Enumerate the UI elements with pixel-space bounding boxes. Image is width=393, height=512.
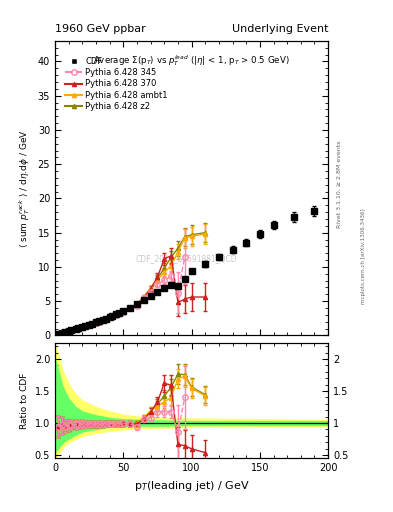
Text: CDF_2010_S8591881_QCD: CDF_2010_S8591881_QCD [135,254,237,263]
X-axis label: p$_T$(leading jet) / GeV: p$_T$(leading jet) / GeV [134,479,250,493]
Y-axis label: $\langle$ sum $p_T^{rack}$ $\rangle$ / d$\eta$.d$\phi$ / GeV: $\langle$ sum $p_T^{rack}$ $\rangle$ / d… [17,129,32,247]
Text: Underlying Event: Underlying Event [231,24,328,34]
Text: Rivet 3.1.10, ≥ 2.8M events: Rivet 3.1.10, ≥ 2.8M events [336,141,341,228]
Text: Average $\Sigma$(p$_T$) vs $p_T^{lead}$ ($|\eta|$ < 1, p$_T$ > 0.5 GeV): Average $\Sigma$(p$_T$) vs $p_T^{lead}$ … [93,53,290,68]
Legend: CDF, Pythia 6.428 345, Pythia 6.428 370, Pythia 6.428 ambt1, Pythia 6.428 z2: CDF, Pythia 6.428 345, Pythia 6.428 370,… [62,54,171,114]
Y-axis label: Ratio to CDF: Ratio to CDF [20,372,29,429]
Text: mcplots.cern.ch [arXiv:1306.3436]: mcplots.cern.ch [arXiv:1306.3436] [361,208,366,304]
Text: 1960 GeV ppbar: 1960 GeV ppbar [55,24,146,34]
